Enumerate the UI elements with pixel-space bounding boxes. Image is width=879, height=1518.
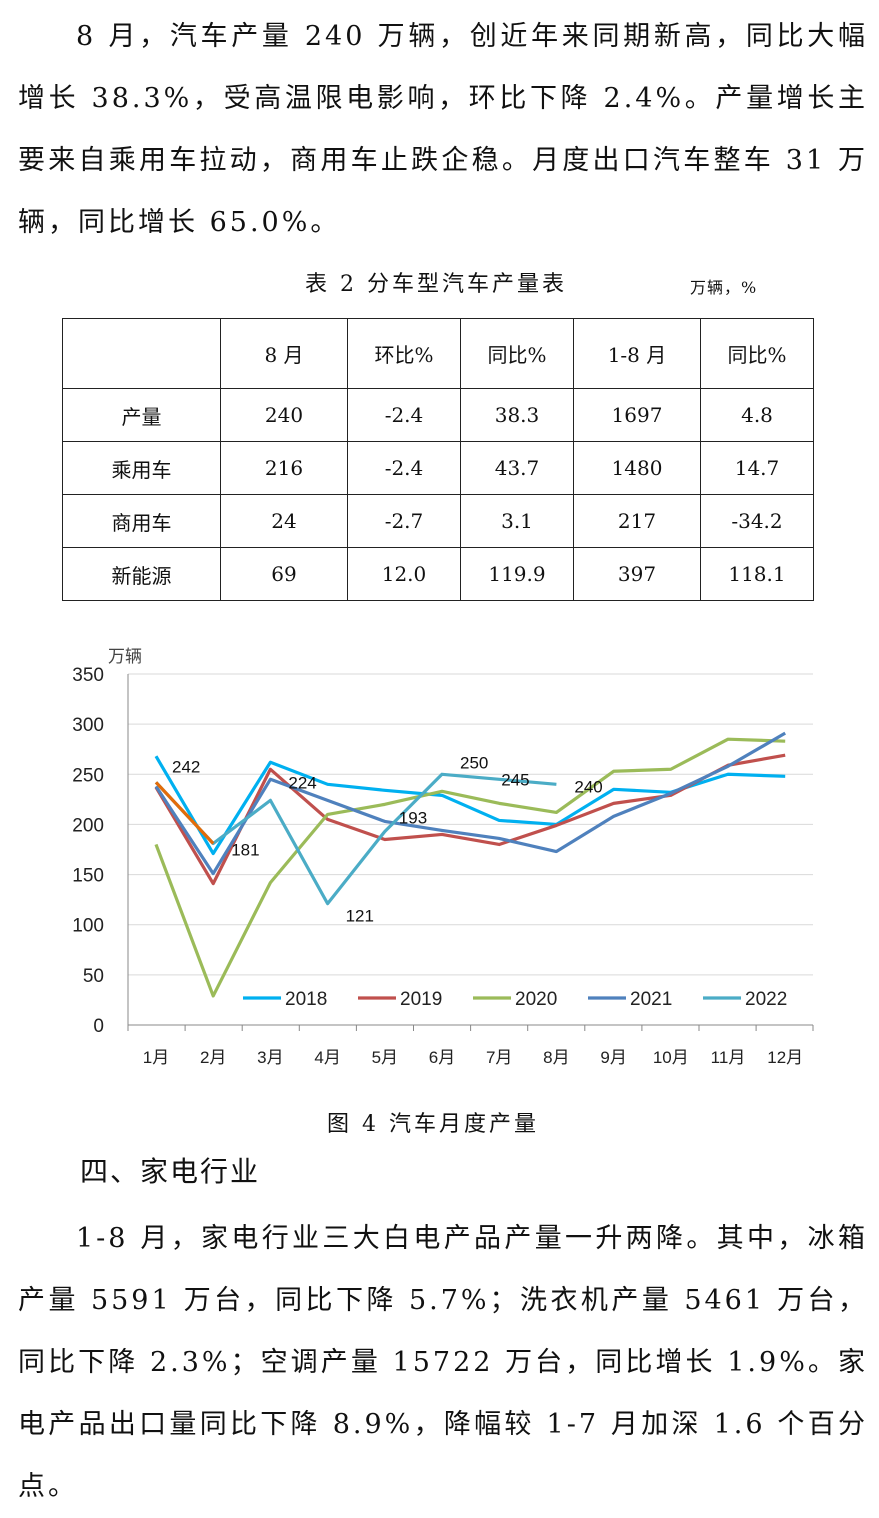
table-row: 商用车 24 -2.7 3.1 217 -34.2 <box>62 494 814 548</box>
data-label: 224 <box>288 773 316 792</box>
table-cell: 69 <box>220 547 348 601</box>
data-label: 121 <box>346 907 374 926</box>
table-header-row: 8 月 环比% 同比% 1-8 月 同比% <box>62 318 814 389</box>
monthly-production-chart: 0 50 100 150 200 250 300 350 1月 2月 3月 4月 5月 6月 7月 8月 9月 1… <box>72 647 814 1067</box>
table-unit: 万辆，% <box>690 278 758 297</box>
x-tick-label: 12月 <box>767 1048 803 1067</box>
table-cell: -2.7 <box>347 494 461 548</box>
series-line-2020 <box>154 737 786 998</box>
table-cell: 1697 <box>573 388 701 442</box>
data-label: 240 <box>574 777 602 796</box>
header-cell: 同比% <box>460 318 574 389</box>
y-tick-label: 200 <box>72 815 104 836</box>
table-cell: 乘用车 <box>62 441 221 495</box>
table-cell: 397 <box>573 547 701 601</box>
table-cell: -2.4 <box>347 388 461 442</box>
table-row: 新能源 69 12.0 119.9 397 118.1 <box>62 547 814 601</box>
chart-caption: 图 4 汽车月度产量 <box>327 1112 539 1137</box>
table-cell: 12.0 <box>347 547 461 601</box>
table-cell: 216 <box>220 441 348 495</box>
table-cell: 1480 <box>573 441 701 495</box>
x-tick-label: 4月 <box>314 1048 340 1067</box>
table-cell: 24 <box>220 494 348 548</box>
data-label: 245 <box>501 770 529 789</box>
x-tick-label: 7月 <box>486 1048 512 1067</box>
x-tick-label: 2月 <box>200 1048 226 1067</box>
header-cell: 1-8 月 <box>573 318 701 389</box>
table-cell: 43.7 <box>460 441 574 495</box>
data-label: 242 <box>172 757 200 776</box>
data-label: 250 <box>460 753 488 772</box>
table-cell: 38.3 <box>460 388 574 442</box>
legend-label: 2022 <box>745 989 787 1010</box>
table-title: 表 2 分车型汽车产量表 <box>305 272 567 297</box>
y-tick-label: 250 <box>72 765 104 786</box>
legend-label: 2021 <box>630 989 672 1010</box>
table-row: 乘用车 216 -2.4 43.7 1480 14.7 <box>62 441 814 495</box>
table-cell: 3.1 <box>460 494 574 548</box>
y-tick-label: 350 <box>72 665 104 686</box>
paragraph-auto: 8 月，汽车产量 240 万辆，创近年来同期新高，同比大幅增长 38.3%，受高… <box>18 21 868 238</box>
x-tick-label: 1月 <box>143 1048 169 1067</box>
table-cell: 119.9 <box>460 547 574 601</box>
x-tick-label: 6月 <box>429 1048 455 1067</box>
section-title: 四、家电行业 <box>80 1155 261 1188</box>
y-tick-label: 300 <box>72 715 104 736</box>
y-tick-label: 100 <box>72 916 104 937</box>
x-tick-label: 11月 <box>711 1048 746 1067</box>
table-cell: 240 <box>220 388 348 442</box>
legend-label: 2019 <box>400 989 442 1010</box>
paragraph-appliances: 1-8 月，家电行业三大白电产品产量一升两降。其中，冰箱产量 5591 万台，同… <box>18 1223 868 1502</box>
header-cell: 8 月 <box>220 318 348 389</box>
x-tick-label: 9月 <box>600 1048 626 1067</box>
table-cell: 产量 <box>62 388 221 442</box>
header-cell: 环比% <box>347 318 461 389</box>
legend-label: 2020 <box>515 989 557 1010</box>
x-tick-label: 3月 <box>257 1048 283 1067</box>
x-tick-label: 8月 <box>543 1048 569 1067</box>
y-tick-label: 50 <box>83 966 104 987</box>
series-line-2022 <box>154 772 557 906</box>
data-label: 181 <box>231 840 259 859</box>
table-cell: 新能源 <box>62 547 221 601</box>
x-tick-label: 5月 <box>372 1048 398 1067</box>
production-table: 8 月 环比% 同比% 1-8 月 同比% 产量 240 -2.4 38.3 1697 4… <box>62 318 814 601</box>
table-cell: 14.7 <box>700 441 814 495</box>
x-tick-label: 10月 <box>653 1048 689 1067</box>
table-cell: 118.1 <box>700 547 814 601</box>
y-axis-label: 万辆 <box>108 647 142 666</box>
y-tick-label: 0 <box>93 1016 104 1037</box>
header-cell: 同比% <box>700 318 814 389</box>
table-cell: 商用车 <box>62 494 221 548</box>
header-cell <box>62 318 221 389</box>
legend-label: 2018 <box>285 989 327 1010</box>
table-cell: 4.8 <box>700 388 814 442</box>
table-cell: 217 <box>573 494 701 548</box>
series-segment-2022 <box>154 781 215 845</box>
data-label: 193 <box>399 808 427 827</box>
table-row: 产量 240 -2.4 38.3 1697 4.8 <box>62 388 814 442</box>
table-cell: -34.2 <box>700 494 814 548</box>
series-line-2021 <box>154 731 787 876</box>
table-cell: -2.4 <box>347 441 461 495</box>
y-tick-label: 150 <box>72 866 104 887</box>
